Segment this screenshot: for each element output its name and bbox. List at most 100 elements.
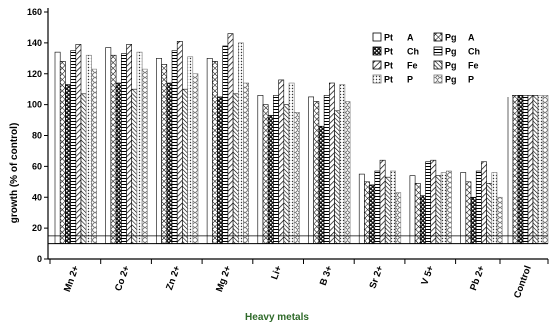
x-tick-label: Mn 2+ <box>62 264 82 294</box>
legend-label: Pg <box>445 61 457 71</box>
bar-7-3 <box>243 82 249 244</box>
bar-2-7 <box>419 195 426 244</box>
legend-label: Pg <box>445 33 457 43</box>
x-tick-label: Zn 2+ <box>164 264 183 292</box>
bar-3-1 <box>121 53 127 244</box>
bar-4-3 <box>227 33 234 244</box>
legend-swatch <box>433 46 443 56</box>
bar-7-1 <box>141 68 148 244</box>
legend: Pt A Pg A Pt Ch Pg Ch Pt Fe Pg Fe Pt P Pg P <box>370 29 512 97</box>
x-tick-label: Mg 2+ <box>214 264 234 294</box>
bar-3-6 <box>374 170 381 244</box>
bar-5-6 <box>384 176 391 244</box>
bar-6-3 <box>238 42 244 244</box>
x-axis: Mn 2+ Co 2+ Zn 2+ Mg 2+ Li+ B 3+ Sr 2+ V 5+ Pb 2… <box>48 258 549 300</box>
y-tick-label: 100 <box>27 100 42 110</box>
legend-label: Pt <box>384 61 393 71</box>
bar-7-7 <box>445 170 452 244</box>
bar-0-6 <box>358 173 365 244</box>
legend-swatch <box>433 32 443 42</box>
y-tick-label: 0 <box>37 254 42 264</box>
legend-label: Ch <box>468 47 480 57</box>
bar-3-9 <box>522 95 529 244</box>
bar-3-2 <box>171 50 178 244</box>
bar-7-2 <box>192 73 199 244</box>
bar-3-5 <box>323 95 330 244</box>
bar-7-8 <box>496 196 503 244</box>
legend-label: Ch <box>407 47 419 57</box>
bar-6-5 <box>339 84 346 244</box>
bar-1-4 <box>262 104 269 244</box>
legend-label: Pt <box>384 33 393 43</box>
legend-swatch <box>433 60 443 70</box>
bar-1-0 <box>59 61 66 244</box>
bar-1-3 <box>212 61 218 244</box>
bar-4-4 <box>278 79 285 244</box>
bar-1-1 <box>110 54 117 244</box>
bar-4-6 <box>379 159 386 244</box>
x-axis-title: Heavy metals <box>245 312 309 323</box>
bar-1-7 <box>414 183 421 244</box>
bar-0-3 <box>206 58 213 244</box>
x-tick-label: Sr 2+ <box>367 264 386 290</box>
x-tick-label: V 5+ <box>419 264 436 287</box>
legend-label: P <box>407 75 413 85</box>
bar-3-0 <box>70 50 77 244</box>
bar-2-0 <box>65 84 71 244</box>
bar-3-3 <box>222 45 229 244</box>
x-tick-label: B 3+ <box>318 264 335 287</box>
bar-6-4 <box>288 82 295 244</box>
bar-6-2 <box>187 56 194 244</box>
legend-swatch <box>372 32 382 42</box>
bar-1-2 <box>161 64 168 244</box>
legend-label: Pg <box>445 75 457 85</box>
legend-swatch <box>372 60 382 70</box>
legend-label: A <box>468 33 475 43</box>
bar-5-4 <box>283 104 290 244</box>
bar-2-6 <box>369 184 376 244</box>
legend-label: Fe <box>407 61 418 71</box>
bar-0-4 <box>257 95 264 244</box>
bar-5-2 <box>182 88 188 244</box>
bar-6-9 <box>537 95 544 244</box>
bar-0-8 <box>460 172 467 244</box>
x-tick-label: Control <box>512 264 534 300</box>
bar-0-2 <box>156 58 162 244</box>
x-tick-label: Li+ <box>269 264 284 281</box>
bar-1-6 <box>364 181 370 244</box>
x-tick-label: Co 2+ <box>113 264 132 293</box>
bar-0-5 <box>308 96 314 244</box>
bar-1-5 <box>313 101 320 244</box>
bar-0-7 <box>409 175 416 244</box>
legend-label: Pt <box>384 75 393 85</box>
y-tick-label: 60 <box>32 161 42 171</box>
bar-4-1 <box>126 44 132 244</box>
bar-2-4 <box>267 115 274 244</box>
bar-0-9 <box>507 95 514 244</box>
legend-label: Pg <box>445 47 457 57</box>
y-tick-label: 80 <box>32 131 42 141</box>
y-axis: 0 20 40 60 80 100 120 140 160 <box>27 7 49 264</box>
bar-3-8 <box>475 170 482 244</box>
bar-0-0 <box>54 51 61 244</box>
bar-1-8 <box>465 181 472 244</box>
bar-6-8 <box>491 172 498 244</box>
bar-5-5 <box>334 110 340 244</box>
bar-6-7 <box>440 172 447 244</box>
legend-swatch <box>372 46 382 56</box>
bar-0-1 <box>105 47 112 244</box>
bar-5-9 <box>532 95 539 244</box>
bar-6-6 <box>390 170 396 244</box>
bar-5-3 <box>232 93 239 244</box>
y-tick-label: 20 <box>32 223 42 233</box>
bar-7-9 <box>542 95 549 244</box>
x-tick-label: Pb 2+ <box>468 264 487 292</box>
bar-2-3 <box>217 96 223 244</box>
bar-4-9 <box>527 95 534 244</box>
bar-7-5 <box>344 101 351 244</box>
bar-4-0 <box>75 44 82 244</box>
bar-2-9 <box>517 95 524 244</box>
y-tick-label: 120 <box>27 69 42 79</box>
bars <box>48 33 549 245</box>
